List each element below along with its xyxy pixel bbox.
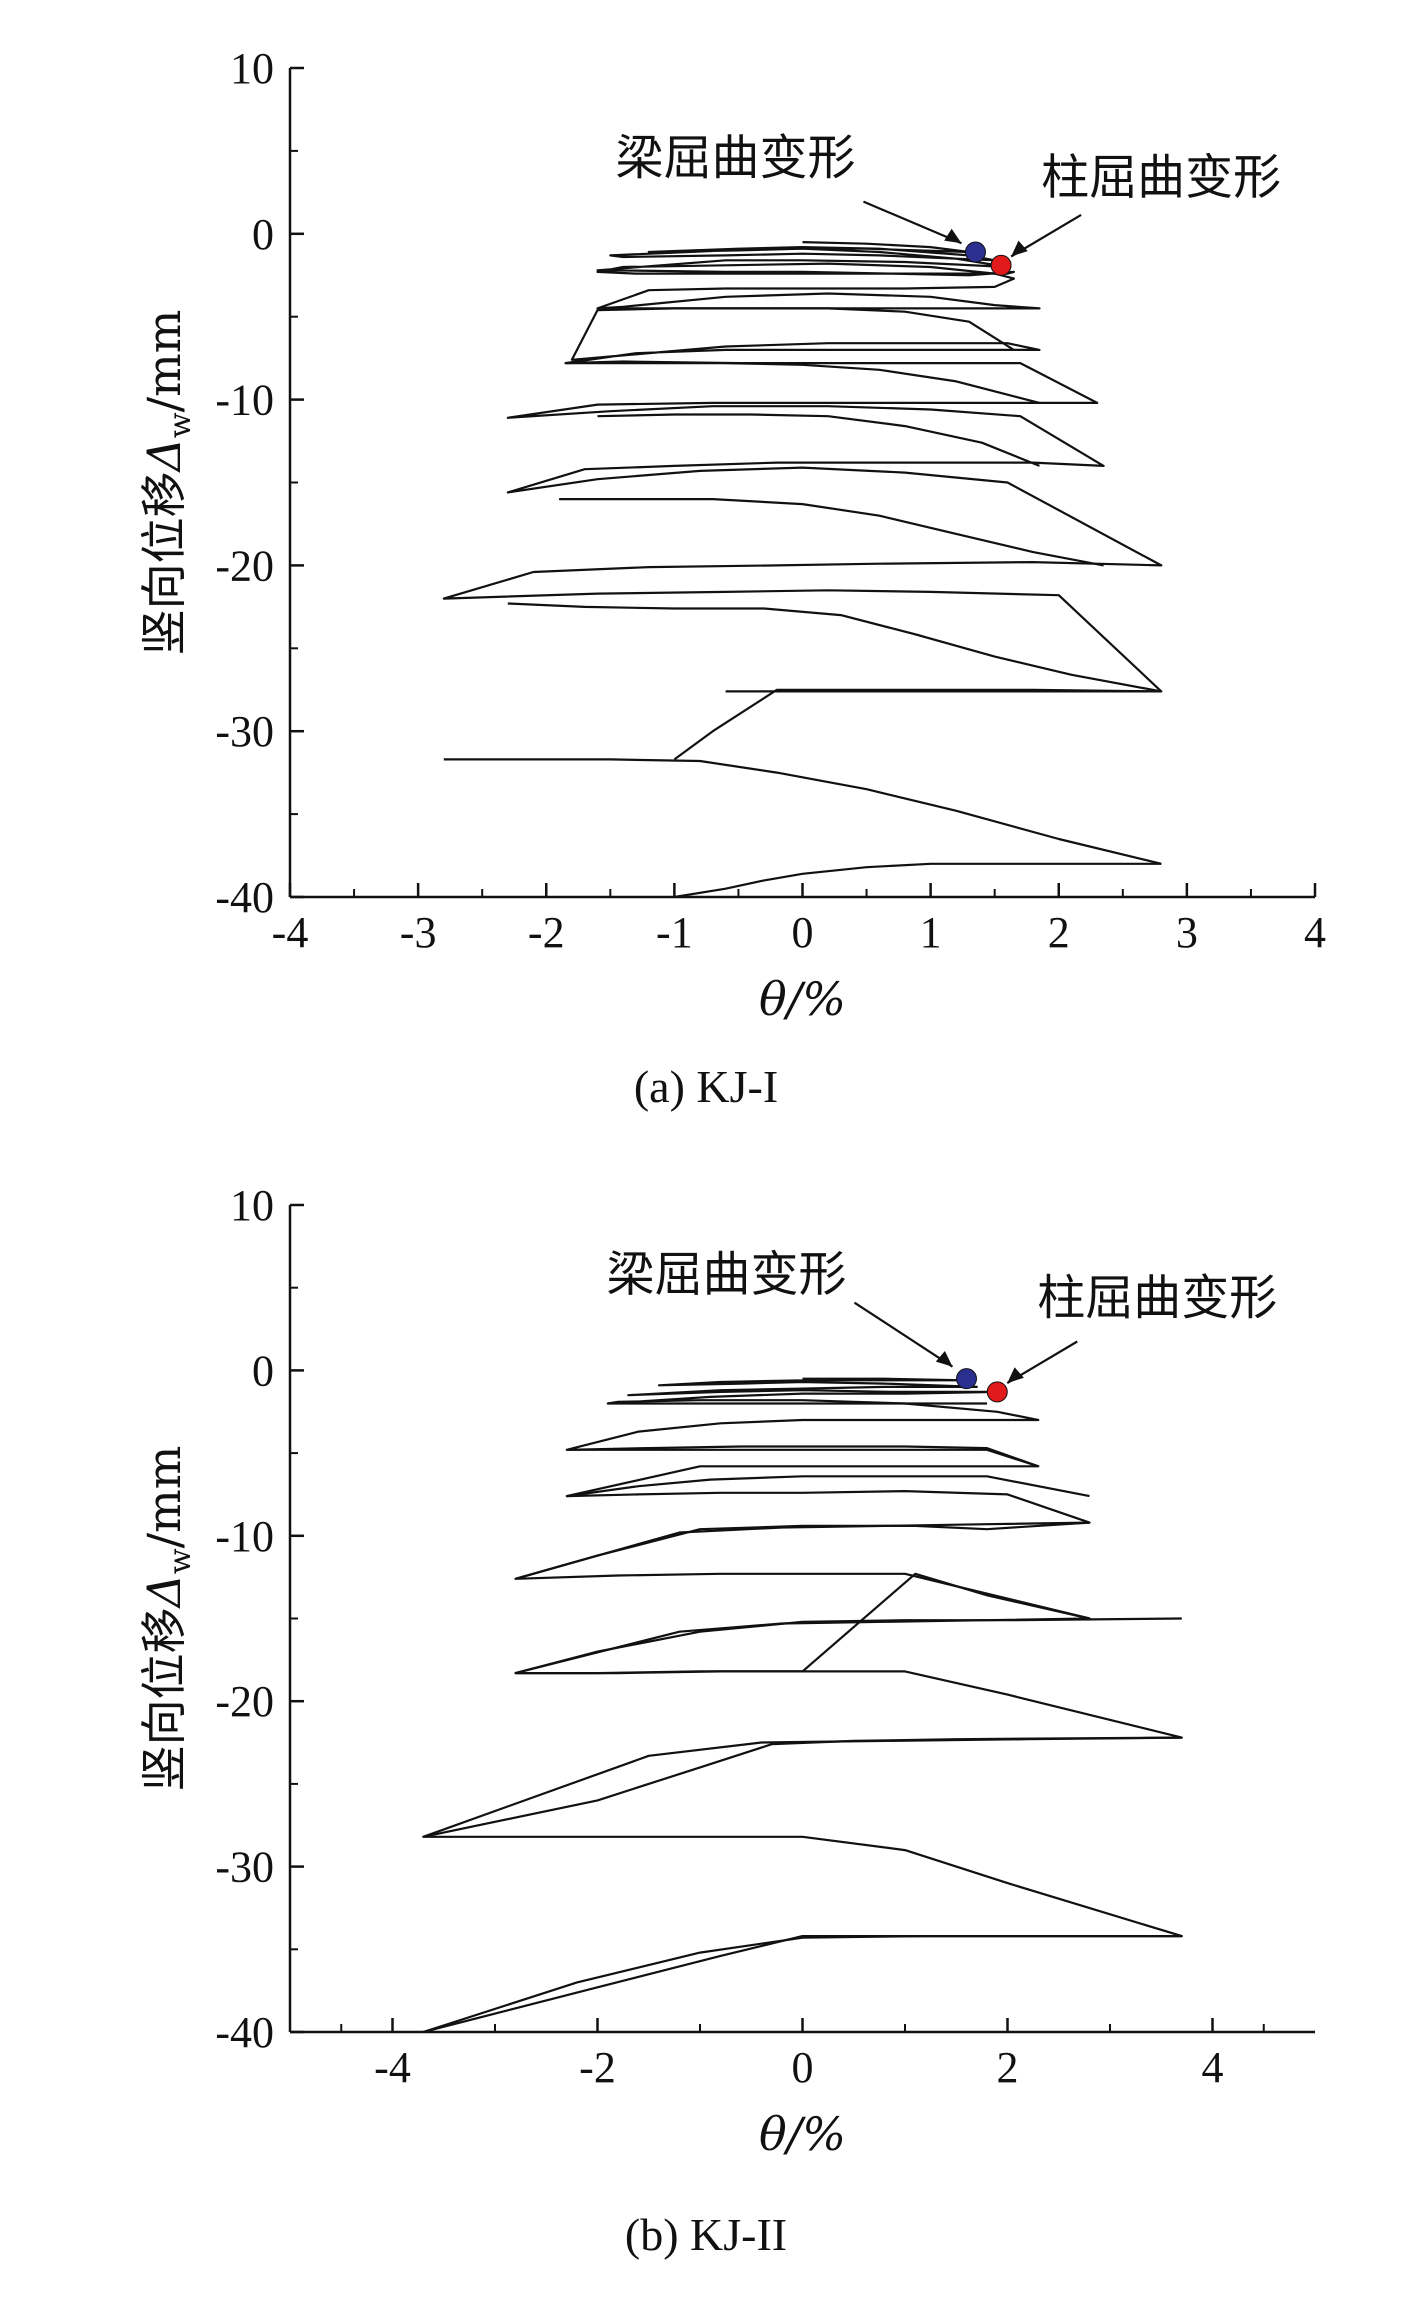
chart-panel-b: -40 -30 -20 -10 0 10 -4 -2 0 2 4 θ/% 竖向位移Δw/mm 梁屈曲变形柱…: [0, 1150, 1412, 2300]
hysteresis-curve-8: [423, 1934, 1182, 2032]
hysteresis-curve-5: [515, 1572, 1090, 1675]
annotation-arrow: [863, 200, 962, 245]
annotations: 梁屈曲变形 柱屈曲变形: [615, 130, 1281, 276]
x-tick-label: 4: [1202, 2043, 1224, 2092]
x-tick-label: 3: [1176, 908, 1198, 957]
chart-a-caption: (a) KJ-I: [633, 1061, 779, 1112]
hysteresis-curve-7: [565, 362, 1040, 404]
y-axis-label: 竖向位移Δw/mm: [137, 310, 198, 656]
annotation-arrowhead: [1007, 1367, 1024, 1384]
y-label-main: 竖向位移: [137, 471, 191, 655]
x-tick-label: -2: [528, 908, 565, 957]
hysteresis-curve-2: [566, 1448, 1039, 1468]
x-tick-label: 4: [1304, 908, 1326, 957]
data-layer: [442, 241, 1163, 897]
y-tick-label: 0: [252, 1346, 274, 1395]
y-label-sub: w: [163, 1548, 198, 1574]
x-tick-label: 2: [1048, 908, 1070, 957]
hysteresis-curve-6: [515, 1617, 1182, 1675]
annotation-arrowhead: [935, 1350, 953, 1367]
svg-text:竖向位移Δw/mm: 竖向位移Δw/mm: [137, 310, 198, 656]
chart-panel-a: -40 -30 -20 -10 0 10 -4 -3 -2 -1 0 1 2 3 4 θ/% 竖向位移Δw/mm…: [0, 0, 1412, 1150]
y-label-main: 竖向位移: [137, 1607, 191, 1791]
column-buckling-marker: [990, 254, 1012, 276]
y-tick-label: -30: [215, 707, 274, 756]
chart-b-caption: (b) KJ-II: [624, 2209, 788, 2260]
x-tick-label: -4: [272, 908, 309, 957]
y-tick-label: -40: [215, 873, 274, 922]
y-tick-label: 0: [252, 210, 274, 259]
annotations: 梁屈曲变形 柱屈曲变形: [606, 1247, 1277, 1403]
beam-buckling-marker: [956, 1368, 977, 1390]
x-tick-label: 1: [920, 908, 942, 957]
annotation-arrowhead: [944, 228, 962, 244]
x-tick-label: -1: [656, 908, 693, 957]
beam-buckling-marker: [964, 241, 986, 263]
hysteresis-curve-3: [566, 1475, 1090, 1498]
x-tick-label: -2: [579, 2043, 616, 2092]
annotation-arrowhead: [1011, 240, 1028, 257]
annotation-label: 柱屈曲变形: [1037, 1270, 1277, 1326]
annotation-label: 梁屈曲变形: [606, 1247, 846, 1303]
x-axis-label: θ/%: [759, 2107, 846, 2161]
y-label-symbol: Δ: [137, 438, 191, 473]
hysteresis-curve-0: [442, 241, 1163, 761]
hysteresis-curve-8: [597, 307, 1015, 351]
chart-b-svg: -40-30-20-10010-4 -2 0 2 4θ/%竖向位移Δw/mm梁屈曲变形柱…: [137, 1181, 1315, 2161]
y-label-symbol: Δ: [137, 1574, 191, 1609]
y-tick-label: -10: [215, 376, 274, 425]
hysteresis-curve-2: [674, 862, 1162, 897]
y-axis-label: 竖向位移Δw/mm: [137, 1446, 198, 1792]
annotation-label: 柱屈曲变形: [1041, 149, 1281, 205]
x-tick-label: -3: [400, 908, 437, 957]
hysteresis-curve-7: [423, 1736, 1182, 1838]
y-tick-label: -20: [215, 541, 274, 590]
y-label-sub: w: [163, 412, 198, 438]
annotation-label: 梁屈曲变形: [615, 130, 855, 186]
y-tick-label: -10: [215, 1512, 274, 1561]
x-tick-label: -4: [374, 2043, 411, 2092]
y-tick-label: -30: [215, 1843, 274, 1892]
x-tick-label: 0: [792, 2043, 814, 2092]
hysteresis-curve-5: [559, 498, 1104, 567]
hysteresis-curve-6: [597, 413, 1040, 467]
y-tick-label: 10: [230, 1181, 274, 1230]
x-tick-label: 0: [792, 908, 814, 957]
y-label-unit: /mm: [137, 310, 191, 413]
annotation-arrow: [853, 1301, 954, 1368]
column-buckling-marker: [986, 1381, 1008, 1403]
hysteresis-curve-4: [507, 602, 1162, 693]
y-tick-label: -20: [215, 1677, 274, 1726]
svg-text:竖向位移Δw/mm: 竖向位移Δw/mm: [137, 1446, 198, 1792]
x-axis-label: θ/%: [759, 972, 846, 1026]
y-tick-label: 10: [230, 44, 274, 93]
x-tick-label: 2: [997, 2043, 1019, 2092]
data-layer: [422, 1377, 1183, 2032]
hysteresis-curve-1: [443, 758, 1162, 865]
hysteresis-curve-4: [515, 1521, 1090, 1580]
y-label-unit: /mm: [137, 1446, 191, 1549]
y-tick-label: -40: [215, 2008, 274, 2057]
